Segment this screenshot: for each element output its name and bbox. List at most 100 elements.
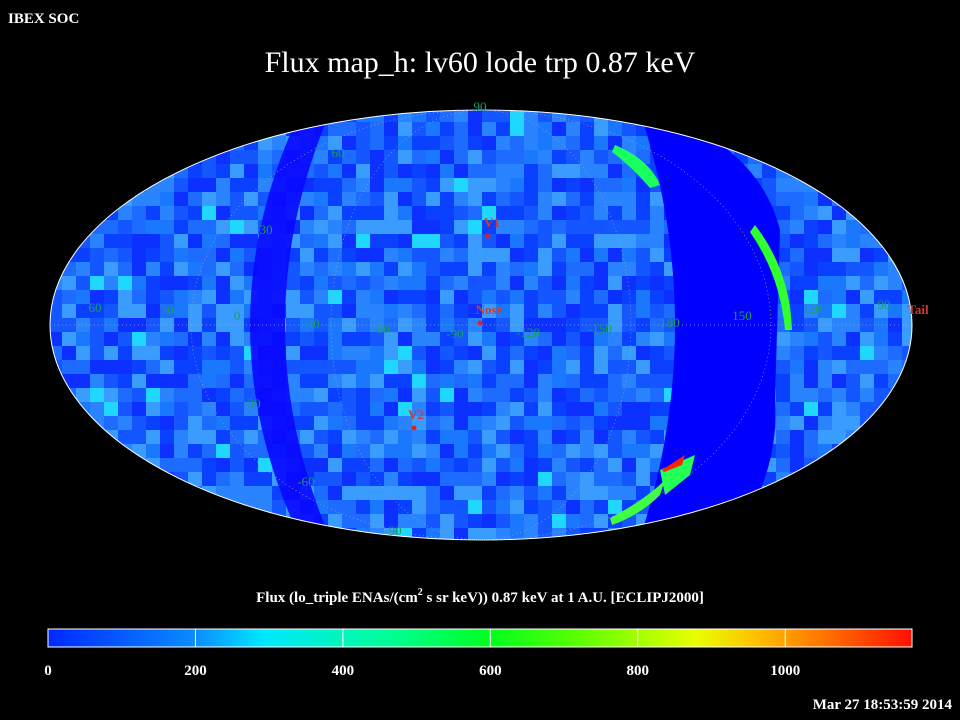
map-cell bbox=[860, 248, 874, 262]
map-cell bbox=[412, 262, 426, 276]
map-cell bbox=[496, 514, 510, 528]
map-cell bbox=[174, 206, 188, 220]
map-cell bbox=[846, 220, 860, 234]
map-cell bbox=[258, 486, 272, 500]
map-cell bbox=[202, 206, 216, 220]
map-cell bbox=[454, 248, 468, 262]
map-cell bbox=[412, 178, 426, 192]
map-cell bbox=[538, 276, 552, 290]
map-cell bbox=[188, 206, 202, 220]
map-cell bbox=[762, 178, 776, 192]
map-cell bbox=[440, 220, 454, 234]
map-cell bbox=[440, 444, 454, 458]
map-cell bbox=[482, 528, 496, 540]
map-cell bbox=[328, 110, 342, 122]
map-cell bbox=[188, 192, 202, 206]
map-cell bbox=[874, 136, 888, 150]
map-cell bbox=[440, 374, 454, 388]
map-cell bbox=[580, 262, 594, 276]
map-cell bbox=[790, 430, 804, 444]
map-cell bbox=[524, 150, 538, 164]
map-cell bbox=[202, 472, 216, 486]
map-cell bbox=[594, 178, 608, 192]
map-cell bbox=[132, 220, 146, 234]
map-cell bbox=[174, 262, 188, 276]
map-cell bbox=[90, 234, 104, 248]
map-cell bbox=[104, 178, 118, 192]
map-cell bbox=[370, 136, 384, 150]
map-cell bbox=[440, 164, 454, 178]
map-cell bbox=[412, 136, 426, 150]
sky-map bbox=[50, 110, 912, 540]
map-cell bbox=[90, 486, 104, 500]
map-cell bbox=[104, 248, 118, 262]
map-cell bbox=[566, 500, 580, 514]
map-cell bbox=[482, 290, 496, 304]
map-cell bbox=[650, 290, 664, 304]
map-cell bbox=[412, 430, 426, 444]
map-cell bbox=[846, 234, 860, 248]
map-cell bbox=[370, 430, 384, 444]
map-cell bbox=[370, 262, 384, 276]
map-cell bbox=[132, 206, 146, 220]
map-cell bbox=[538, 402, 552, 416]
map-cell bbox=[174, 290, 188, 304]
map-cell bbox=[440, 360, 454, 374]
map-cell bbox=[594, 150, 608, 164]
map-cell bbox=[412, 150, 426, 164]
map-cell bbox=[412, 388, 426, 402]
map-cell bbox=[174, 234, 188, 248]
map-cell bbox=[818, 430, 832, 444]
map-cell bbox=[426, 276, 440, 290]
map-cell bbox=[230, 430, 244, 444]
map-cell bbox=[608, 318, 622, 332]
map-cell bbox=[50, 192, 62, 206]
map-cell bbox=[356, 136, 370, 150]
map-cell bbox=[76, 178, 90, 192]
map-cell bbox=[804, 136, 818, 150]
map-cell bbox=[398, 122, 412, 136]
map-cell bbox=[580, 290, 594, 304]
map-cell bbox=[174, 416, 188, 430]
map-cell bbox=[846, 290, 860, 304]
map-cell bbox=[314, 192, 328, 206]
map-cell bbox=[804, 500, 818, 514]
map-cell bbox=[146, 388, 160, 402]
map-cell bbox=[188, 178, 202, 192]
map-cell bbox=[314, 206, 328, 220]
map-cell bbox=[132, 248, 146, 262]
map-cell bbox=[90, 430, 104, 444]
map-cell bbox=[62, 458, 76, 472]
map-cell bbox=[720, 110, 734, 122]
map-cell bbox=[566, 430, 580, 444]
map-cell bbox=[860, 486, 874, 500]
map-cell bbox=[818, 402, 832, 416]
map-cell bbox=[398, 458, 412, 472]
map-cell bbox=[328, 220, 342, 234]
map-cell bbox=[902, 458, 912, 472]
map-cell bbox=[902, 486, 912, 500]
map-cell bbox=[510, 500, 524, 514]
map-cell bbox=[412, 500, 426, 514]
map-cell bbox=[300, 262, 314, 276]
map-cell bbox=[454, 444, 468, 458]
map-cell bbox=[734, 500, 748, 514]
map-cell bbox=[370, 164, 384, 178]
map-cell bbox=[300, 346, 314, 360]
map-cell bbox=[440, 290, 454, 304]
map-cell bbox=[594, 164, 608, 178]
map-cell bbox=[76, 248, 90, 262]
map-cell bbox=[622, 248, 636, 262]
map-cell bbox=[342, 500, 356, 514]
map-cell bbox=[454, 402, 468, 416]
map-cell bbox=[440, 234, 454, 248]
map-cell bbox=[818, 220, 832, 234]
map-cell bbox=[398, 136, 412, 150]
map-cell bbox=[174, 318, 188, 332]
map-cell bbox=[524, 136, 538, 150]
map-cell bbox=[216, 388, 230, 402]
map-cell bbox=[62, 318, 76, 332]
map-cell bbox=[804, 416, 818, 430]
map-cell bbox=[244, 528, 258, 540]
map-cell bbox=[804, 360, 818, 374]
